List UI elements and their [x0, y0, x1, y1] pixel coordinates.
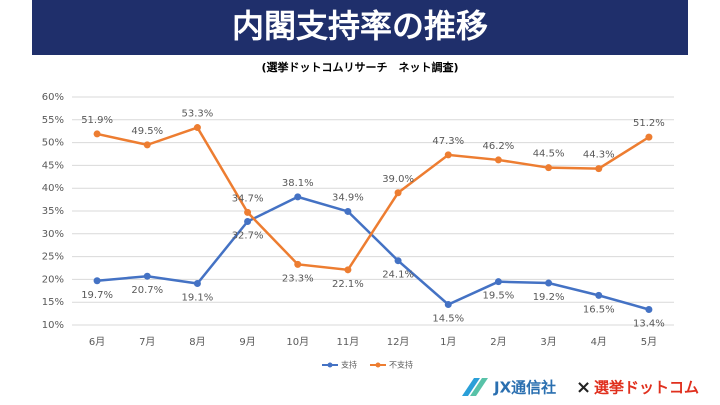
chart-subtitle: (選挙ドットコムリサーチ ネット調査) — [261, 60, 458, 74]
y-tick-label: 35% — [42, 206, 64, 217]
data-point — [294, 193, 302, 201]
data-label: 13.4% — [633, 318, 665, 329]
data-point — [93, 277, 101, 285]
data-label: 38.1% — [282, 178, 314, 189]
legend-label: 不支持 — [389, 360, 413, 370]
logo-separator: × — [576, 377, 591, 398]
data-point — [394, 257, 402, 265]
data-point — [494, 278, 502, 286]
title-banner — [32, 0, 688, 55]
x-tick-label: 11月 — [337, 336, 360, 348]
data-point — [244, 208, 252, 216]
data-label: 20.7% — [131, 285, 163, 296]
data-point — [444, 151, 452, 159]
data-label: 24.1% — [382, 270, 414, 281]
data-label: 44.5% — [533, 149, 565, 160]
y-tick-label: 50% — [42, 138, 64, 149]
data-point — [93, 130, 101, 138]
x-tick-label: 3月 — [540, 336, 556, 348]
logo-icon — [470, 378, 488, 396]
y-tick-label: 45% — [42, 160, 64, 171]
data-point — [494, 156, 502, 164]
x-tick-label: 1月 — [440, 336, 456, 348]
data-point — [645, 133, 653, 141]
data-point — [444, 300, 452, 308]
data-label: 51.2% — [633, 118, 665, 129]
data-label: 53.3% — [182, 109, 214, 120]
data-label: 22.1% — [332, 279, 364, 290]
y-tick-label: 10% — [42, 320, 64, 331]
data-label: 44.3% — [583, 150, 615, 161]
data-label: 16.5% — [583, 304, 615, 315]
data-point — [244, 217, 252, 225]
x-tick-label: 4月 — [591, 336, 607, 348]
y-tick-label: 55% — [42, 115, 64, 126]
series-line — [96, 195, 650, 311]
data-point — [344, 266, 352, 274]
x-tick-label: 12月 — [387, 336, 410, 348]
x-tick-label: 7月 — [139, 336, 155, 348]
x-tick-label: 8月 — [189, 336, 205, 348]
data-point — [143, 141, 151, 149]
data-point — [545, 279, 553, 287]
x-tick-label: 6月 — [89, 336, 105, 348]
data-label: 47.3% — [432, 136, 464, 147]
data-label: 39.0% — [382, 174, 414, 185]
logo-icon — [462, 378, 480, 396]
x-tick-label: 10月 — [286, 336, 309, 348]
data-label: 19.2% — [533, 292, 565, 303]
data-point — [294, 260, 302, 268]
data-label: 34.9% — [332, 192, 364, 203]
data-label: 46.2% — [483, 141, 515, 152]
data-point — [595, 291, 603, 299]
data-point — [344, 207, 352, 215]
logo-text: JX通信社 — [493, 379, 556, 397]
data-label: 14.5% — [432, 313, 464, 324]
data-point — [193, 124, 201, 132]
y-tick-label: 30% — [42, 229, 64, 240]
y-tick-label: 40% — [42, 183, 64, 194]
legend-label: 支持 — [341, 360, 357, 370]
data-label: 51.9% — [81, 115, 113, 126]
data-label: 19.5% — [483, 291, 515, 302]
x-tick-label: 2月 — [490, 336, 506, 348]
y-tick-label: 20% — [42, 274, 64, 285]
data-point — [645, 305, 653, 313]
data-point — [394, 189, 402, 197]
data-point — [545, 164, 553, 172]
legend-swatch — [327, 362, 333, 368]
data-label: 34.7% — [232, 193, 264, 204]
x-tick-label: 5月 — [641, 336, 657, 348]
data-label: 19.1% — [182, 293, 214, 304]
y-tick-label: 25% — [42, 252, 64, 263]
data-label: 23.3% — [282, 273, 314, 284]
x-tick-label: 9月 — [239, 336, 255, 348]
data-point — [143, 272, 151, 280]
footer-logo: JX通信社 × 選挙ドットコム — [462, 377, 699, 398]
legend-swatch — [375, 362, 381, 368]
chart-title: 内閣支持率の推移 — [232, 7, 488, 45]
series-line — [96, 126, 650, 272]
data-point — [193, 280, 201, 288]
y-tick-label: 60% — [42, 92, 64, 103]
y-tick-label: 15% — [42, 297, 64, 308]
data-label: 49.5% — [131, 126, 163, 137]
data-label: 19.7% — [81, 290, 113, 301]
data-point — [595, 165, 603, 173]
data-label: 32.7% — [232, 230, 264, 241]
logo-text: 選挙ドットコム — [594, 379, 699, 397]
